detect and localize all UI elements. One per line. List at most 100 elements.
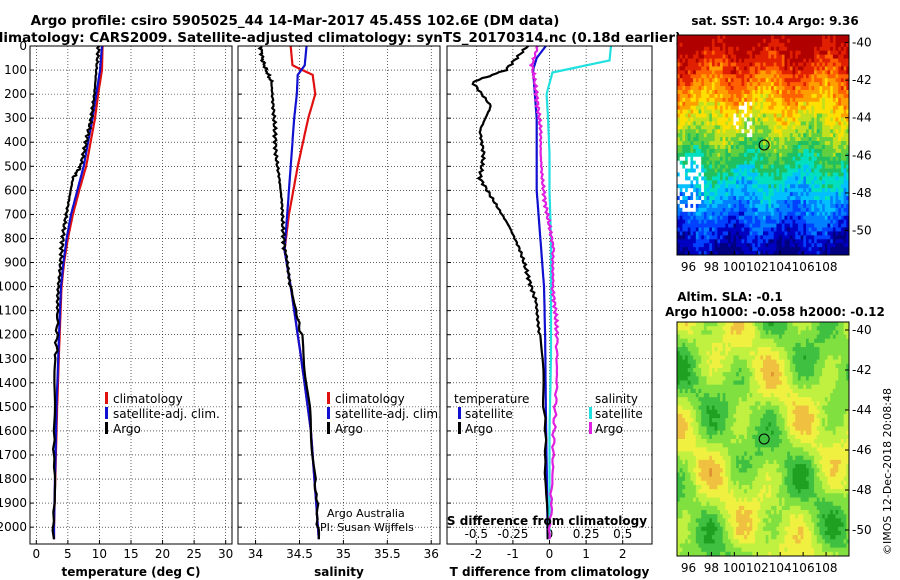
sla-map-title: Altim. SLA: -0.1 — [677, 290, 783, 304]
x2-tick-label: 0.5 — [613, 527, 632, 541]
temperature-legend: climatology satellite-adj. clim. Argo — [105, 392, 220, 436]
map-y-tick-label: -44 — [852, 403, 872, 417]
x-tick-label: -2 — [470, 547, 482, 561]
x-tick-label: 34 — [248, 547, 263, 561]
sla-heatmap-cells — [677, 322, 850, 557]
map-x-tick-label: 106 — [792, 561, 815, 575]
x-tick-label: 1 — [582, 547, 590, 561]
x-tick-label: 5 — [64, 547, 72, 561]
legend-label-argo: Argo — [113, 422, 141, 436]
y-tick-label: 1900 — [0, 496, 27, 510]
argo-position-marker — [758, 139, 770, 151]
x-axis-label: temperature (deg C) — [62, 565, 201, 579]
x-axis-label: salinity — [314, 565, 364, 579]
map-y-tick-label: -48 — [852, 483, 872, 497]
x2-tick-label: -0.25 — [497, 527, 528, 541]
x-tick-label: 36 — [424, 547, 439, 561]
legend-header-salinity: salinity — [595, 392, 638, 406]
legend-swatch-climatology — [105, 392, 108, 404]
map-y-tick-label: -46 — [852, 443, 872, 457]
plot-frame — [29, 45, 233, 545]
y-tick-label: 800 — [4, 231, 27, 245]
x-tick-label: -1 — [507, 547, 519, 561]
plot-frame — [446, 45, 653, 545]
x-tick-label: 35.5 — [374, 547, 401, 561]
y-tick-label: 1600 — [0, 424, 27, 438]
series-line-argo — [51, 45, 101, 540]
y-tick-label: 700 — [4, 207, 27, 221]
x-axis-label: T difference from climatology — [450, 565, 650, 579]
y-tick-label: 1200 — [0, 328, 27, 342]
argo-position-marker — [758, 433, 770, 445]
map-x-tick-label: 98 — [704, 561, 719, 575]
y-tick-label: 400 — [4, 135, 27, 149]
map-y-tick-label: -40 — [852, 323, 872, 337]
legend-label-salt-satellite: satellite — [595, 407, 643, 421]
legend-label-satellite: satellite-adj. clim. — [335, 407, 442, 421]
legend-label-temp-satellite: satellite — [465, 407, 513, 421]
map-x-tick-label: 96 — [681, 561, 696, 575]
sst-map-title: sat. SST: 10.4 Argo: 9.36 — [691, 14, 858, 28]
map-x-tick-label: 108 — [815, 561, 838, 575]
series-line-salinity-argo — [528, 45, 560, 540]
x-tick-label: 35 — [336, 547, 351, 561]
x-tick-label: 25 — [186, 547, 201, 561]
series-line-argo — [257, 45, 321, 540]
legend-swatch-climatology — [327, 392, 330, 404]
difference-panel: -2 -1 0 1 2-0.5 -0.25 0 0.25 0.5T difference fro… — [446, 45, 653, 579]
salinity-panel: 34 34.5 35 35.5 36 salinity — [237, 45, 441, 579]
y-tick-label: 500 — [4, 159, 27, 173]
legend-label-salt-argo: Argo — [595, 422, 623, 436]
y-tick-label: 0 — [19, 39, 27, 53]
sla-map-subtitle: Argo h1000: -0.058 h2000: -0.12 — [665, 305, 885, 319]
map-x-tick-label: 106 — [792, 260, 815, 274]
map-x-tick-label: 98 — [704, 260, 719, 274]
map-x-tick-label: 104 — [769, 260, 792, 274]
y-tick-label: 1400 — [0, 376, 27, 390]
annotation-argo-australia: Argo Australia — [327, 507, 405, 520]
secondary-x-axis-label: S difference from climatology — [447, 514, 647, 528]
legend-label-argo: Argo — [335, 422, 363, 436]
x-tick-label: 10 — [92, 547, 107, 561]
legend-swatch-salt-satellite — [589, 407, 592, 419]
map-y-tick-label: -50 — [852, 523, 872, 537]
legend-header-temperature: temperature — [454, 392, 529, 406]
legend-swatch-satellite — [327, 407, 330, 419]
legend-swatch-salt-argo — [589, 422, 592, 434]
imos-watermark: ©IMOS 12-Dec-2018 20:08:48 — [881, 388, 894, 555]
map-x-tick-label: 104 — [769, 561, 792, 575]
legend-label-temp-argo: Argo — [465, 422, 493, 436]
map-y-tick-label: -46 — [852, 148, 872, 162]
y-tick-label: 1000 — [0, 280, 27, 294]
map-x-tick-label: 102 — [746, 561, 769, 575]
series-line-temperature-argo — [471, 45, 550, 540]
y-tick-label: 1100 — [0, 304, 27, 318]
x-tick-label: 0 — [32, 547, 40, 561]
legend-swatch-temp-argo — [458, 422, 461, 434]
map-x-tick-label: 100 — [723, 260, 746, 274]
legend-swatch-argo — [105, 422, 108, 434]
map-x-tick-label: 96 — [681, 260, 696, 274]
plot-frame — [237, 45, 441, 545]
x-tick-label: 2 — [619, 547, 627, 561]
legend-label-satellite: satellite-adj. clim. — [113, 407, 220, 421]
y-tick-label: 1300 — [0, 352, 27, 366]
x-tick-label: 15 — [123, 547, 138, 561]
legend-label-climatology: climatology — [335, 392, 405, 406]
y-tick-label: 1500 — [0, 400, 27, 414]
map-y-tick-label: -42 — [852, 73, 872, 87]
title-line-1: Argo profile: csiro 5905025_44 14-Mar-20… — [31, 13, 560, 29]
y-tick-label: 1800 — [0, 472, 27, 486]
legend-swatch-argo — [327, 422, 330, 434]
y-tick-label: 900 — [4, 256, 27, 270]
map-x-tick-label: 108 — [815, 260, 838, 274]
map-frame — [676, 321, 850, 557]
map-x-tick-label: 102 — [746, 260, 769, 274]
legend-swatch-temp-satellite — [458, 407, 461, 419]
annotation-pi: PI: Susan Wijffels — [320, 521, 414, 534]
y-tick-label: 1700 — [0, 448, 27, 462]
x-tick-label: 0 — [546, 547, 554, 561]
map-y-tick-label: -48 — [852, 186, 872, 200]
y-tick-label: 600 — [4, 183, 27, 197]
